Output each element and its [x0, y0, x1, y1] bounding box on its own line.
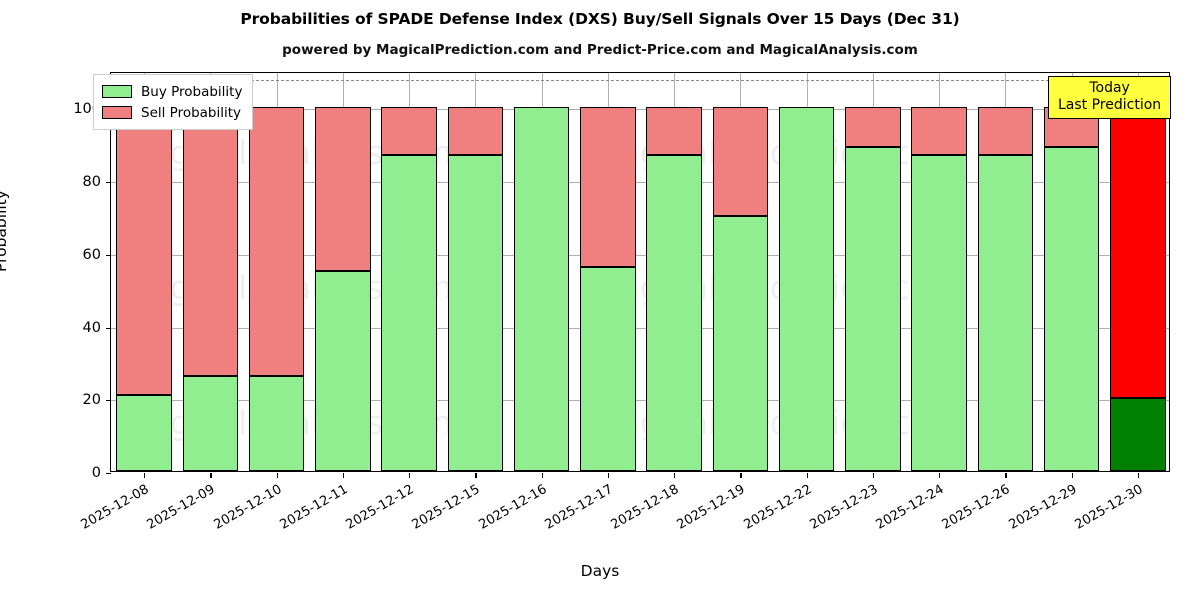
bar-segment-buy[interactable]	[1110, 398, 1166, 471]
bar-group[interactable]	[447, 73, 504, 471]
bar-segment-sell[interactable]	[447, 107, 504, 155]
bar-segment-buy[interactable]	[712, 216, 769, 471]
x-tick-mark	[144, 473, 146, 478]
bar-segment-buy[interactable]	[911, 154, 967, 471]
bar-group[interactable]	[911, 73, 967, 471]
y-tick-mark	[106, 400, 111, 402]
bar-segment-sell[interactable]	[116, 107, 172, 395]
bar-segment-buy[interactable]	[513, 107, 570, 471]
y-tick-label: 0	[91, 465, 101, 481]
x-tick-mark	[1071, 473, 1073, 478]
plot-inner: MagicalAnalysis.comMagicalPrediction.com…	[111, 73, 1169, 471]
x-tick-mark	[1137, 473, 1140, 478]
x-axis-label: Days	[580, 562, 620, 580]
bar-segment-buy[interactable]	[381, 154, 437, 471]
y-tick-mark	[106, 254, 111, 256]
bar-group[interactable]	[381, 73, 437, 471]
bar-segment-sell[interactable]	[580, 107, 636, 268]
bar-segment-sell[interactable]	[248, 107, 305, 377]
y-tick-mark	[106, 182, 111, 184]
x-tick-mark	[409, 473, 411, 478]
gridline-y-80	[111, 182, 1169, 184]
bar-segment-buy[interactable]	[248, 376, 305, 471]
gridline-y-100	[111, 109, 1169, 111]
y-tick-mark	[106, 327, 111, 329]
legend-swatch-sell-icon	[102, 106, 132, 119]
y-axis-label: Probability	[0, 190, 10, 272]
y-tick-label: 20	[82, 392, 101, 409]
bar-segment-sell[interactable]	[646, 107, 702, 155]
bar-group[interactable]	[116, 73, 172, 471]
y-tick-label: 80	[82, 174, 101, 191]
today-annotation-line2: Last Prediction	[1058, 96, 1162, 113]
bar-group[interactable]	[977, 73, 1034, 471]
gridline-y-20	[111, 400, 1169, 402]
legend-label-buy: Buy Probability	[141, 83, 243, 100]
legend-item-buy: Buy Probability	[102, 81, 242, 102]
legend-item-sell: Sell Probability	[102, 102, 242, 123]
bar-segment-buy[interactable]	[646, 154, 702, 471]
bar-segment-buy[interactable]	[845, 147, 901, 471]
bar-group[interactable]	[248, 73, 305, 471]
x-tick-mark	[342, 473, 345, 478]
y-tick-label: 60	[82, 246, 101, 263]
x-tick-mark	[541, 473, 543, 478]
chart-legend: Buy Probability Sell Probability	[93, 74, 254, 130]
bar-segment-sell[interactable]	[712, 107, 769, 217]
plot-area: MagicalAnalysis.comMagicalPrediction.com…	[73, 72, 1170, 533]
gridline-y-60	[111, 254, 1169, 256]
bar-group[interactable]	[646, 73, 702, 471]
bar-segment-sell[interactable]	[911, 107, 967, 155]
bar-group[interactable]	[315, 73, 371, 471]
bar-group[interactable]	[580, 73, 636, 471]
bar-group[interactable]	[845, 73, 901, 471]
x-tick-mark	[1005, 473, 1007, 478]
bar-group[interactable]	[182, 73, 239, 471]
bar-segment-buy[interactable]	[778, 107, 835, 471]
gridline-y-40	[111, 327, 1169, 329]
x-tick-mark	[607, 473, 610, 478]
bar-segment-sell[interactable]	[315, 107, 371, 271]
bar-group[interactable]	[778, 73, 835, 471]
bar-segment-buy[interactable]	[182, 376, 239, 471]
bar-segment-buy[interactable]	[116, 394, 172, 471]
x-tick-mark	[475, 473, 477, 478]
bar-segment-buy[interactable]	[580, 267, 636, 471]
bar-group[interactable]	[1043, 73, 1100, 471]
bar-segment-sell[interactable]	[1110, 107, 1166, 399]
y-tick-mark	[106, 473, 111, 475]
y-tick-label: 40	[82, 319, 101, 336]
today-annotation: Today Last Prediction	[1048, 76, 1172, 119]
bar-segment-sell[interactable]	[977, 107, 1034, 155]
chart-subtitle: powered by MagicalPrediction.com and Pre…	[282, 42, 918, 58]
legend-label-sell: Sell Probability	[141, 104, 242, 121]
bar-segment-buy[interactable]	[315, 271, 371, 471]
x-tick-mark	[939, 473, 941, 478]
bar-group[interactable]	[1110, 73, 1166, 471]
x-tick-mark	[210, 473, 212, 478]
today-annotation-line1: Today	[1089, 80, 1130, 96]
bar-segment-buy[interactable]	[977, 154, 1034, 471]
bar-segment-buy[interactable]	[1043, 147, 1100, 471]
bar-segment-buy[interactable]	[447, 154, 504, 471]
bar-group[interactable]	[513, 73, 570, 471]
x-tick-mark	[806, 473, 808, 478]
bar-group[interactable]	[712, 73, 769, 471]
x-tick-mark	[674, 473, 676, 478]
x-tick-mark	[276, 473, 278, 478]
page-title: Probabilities of SPADE Defense Index (DX…	[240, 10, 960, 28]
bar-segment-sell[interactable]	[845, 107, 901, 148]
legend-swatch-buy-icon	[102, 85, 132, 98]
bar-segment-sell[interactable]	[381, 107, 437, 155]
x-tick-mark	[740, 473, 742, 478]
x-tick-mark	[872, 473, 875, 478]
reference-line	[111, 80, 1169, 82]
bar-segment-sell[interactable]	[182, 107, 239, 377]
